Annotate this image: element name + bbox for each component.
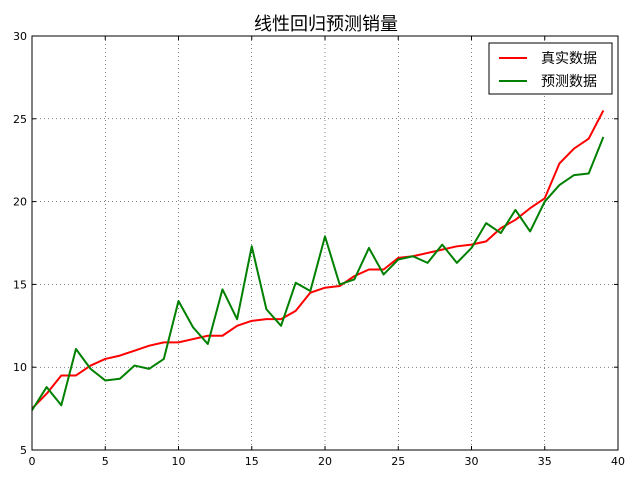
plot-frame bbox=[31, 35, 619, 451]
y-tick-label: 20 bbox=[13, 196, 27, 209]
x-tick-label: 30 bbox=[465, 455, 479, 468]
x-tick-label: 0 bbox=[29, 455, 36, 468]
series-layer bbox=[31, 110, 605, 411]
legend-label-1: 真实数据 bbox=[541, 51, 597, 67]
x-tick-label: 15 bbox=[245, 455, 259, 468]
legend-box bbox=[488, 42, 613, 95]
y-tick-label: 25 bbox=[13, 113, 27, 126]
series-line-2 bbox=[31, 136, 605, 411]
x-tick-label: 35 bbox=[538, 455, 552, 468]
y-tick-label: 5 bbox=[20, 444, 27, 457]
x-tick-label: 5 bbox=[102, 455, 109, 468]
y-tick-label: 15 bbox=[13, 278, 27, 291]
grid-lines bbox=[31, 35, 619, 451]
y-tick-label: 30 bbox=[13, 30, 27, 43]
y-tick-label: 10 bbox=[13, 361, 27, 374]
x-tick-label: 40 bbox=[611, 455, 625, 468]
x-tick-label: 20 bbox=[318, 455, 332, 468]
x-tick-label: 10 bbox=[172, 455, 186, 468]
legend-label-2: 预测数据 bbox=[541, 74, 597, 90]
series-line-1 bbox=[31, 110, 605, 410]
chart-title: 线性回归预测销量 bbox=[254, 14, 398, 35]
x-tick-label: 25 bbox=[391, 455, 405, 468]
